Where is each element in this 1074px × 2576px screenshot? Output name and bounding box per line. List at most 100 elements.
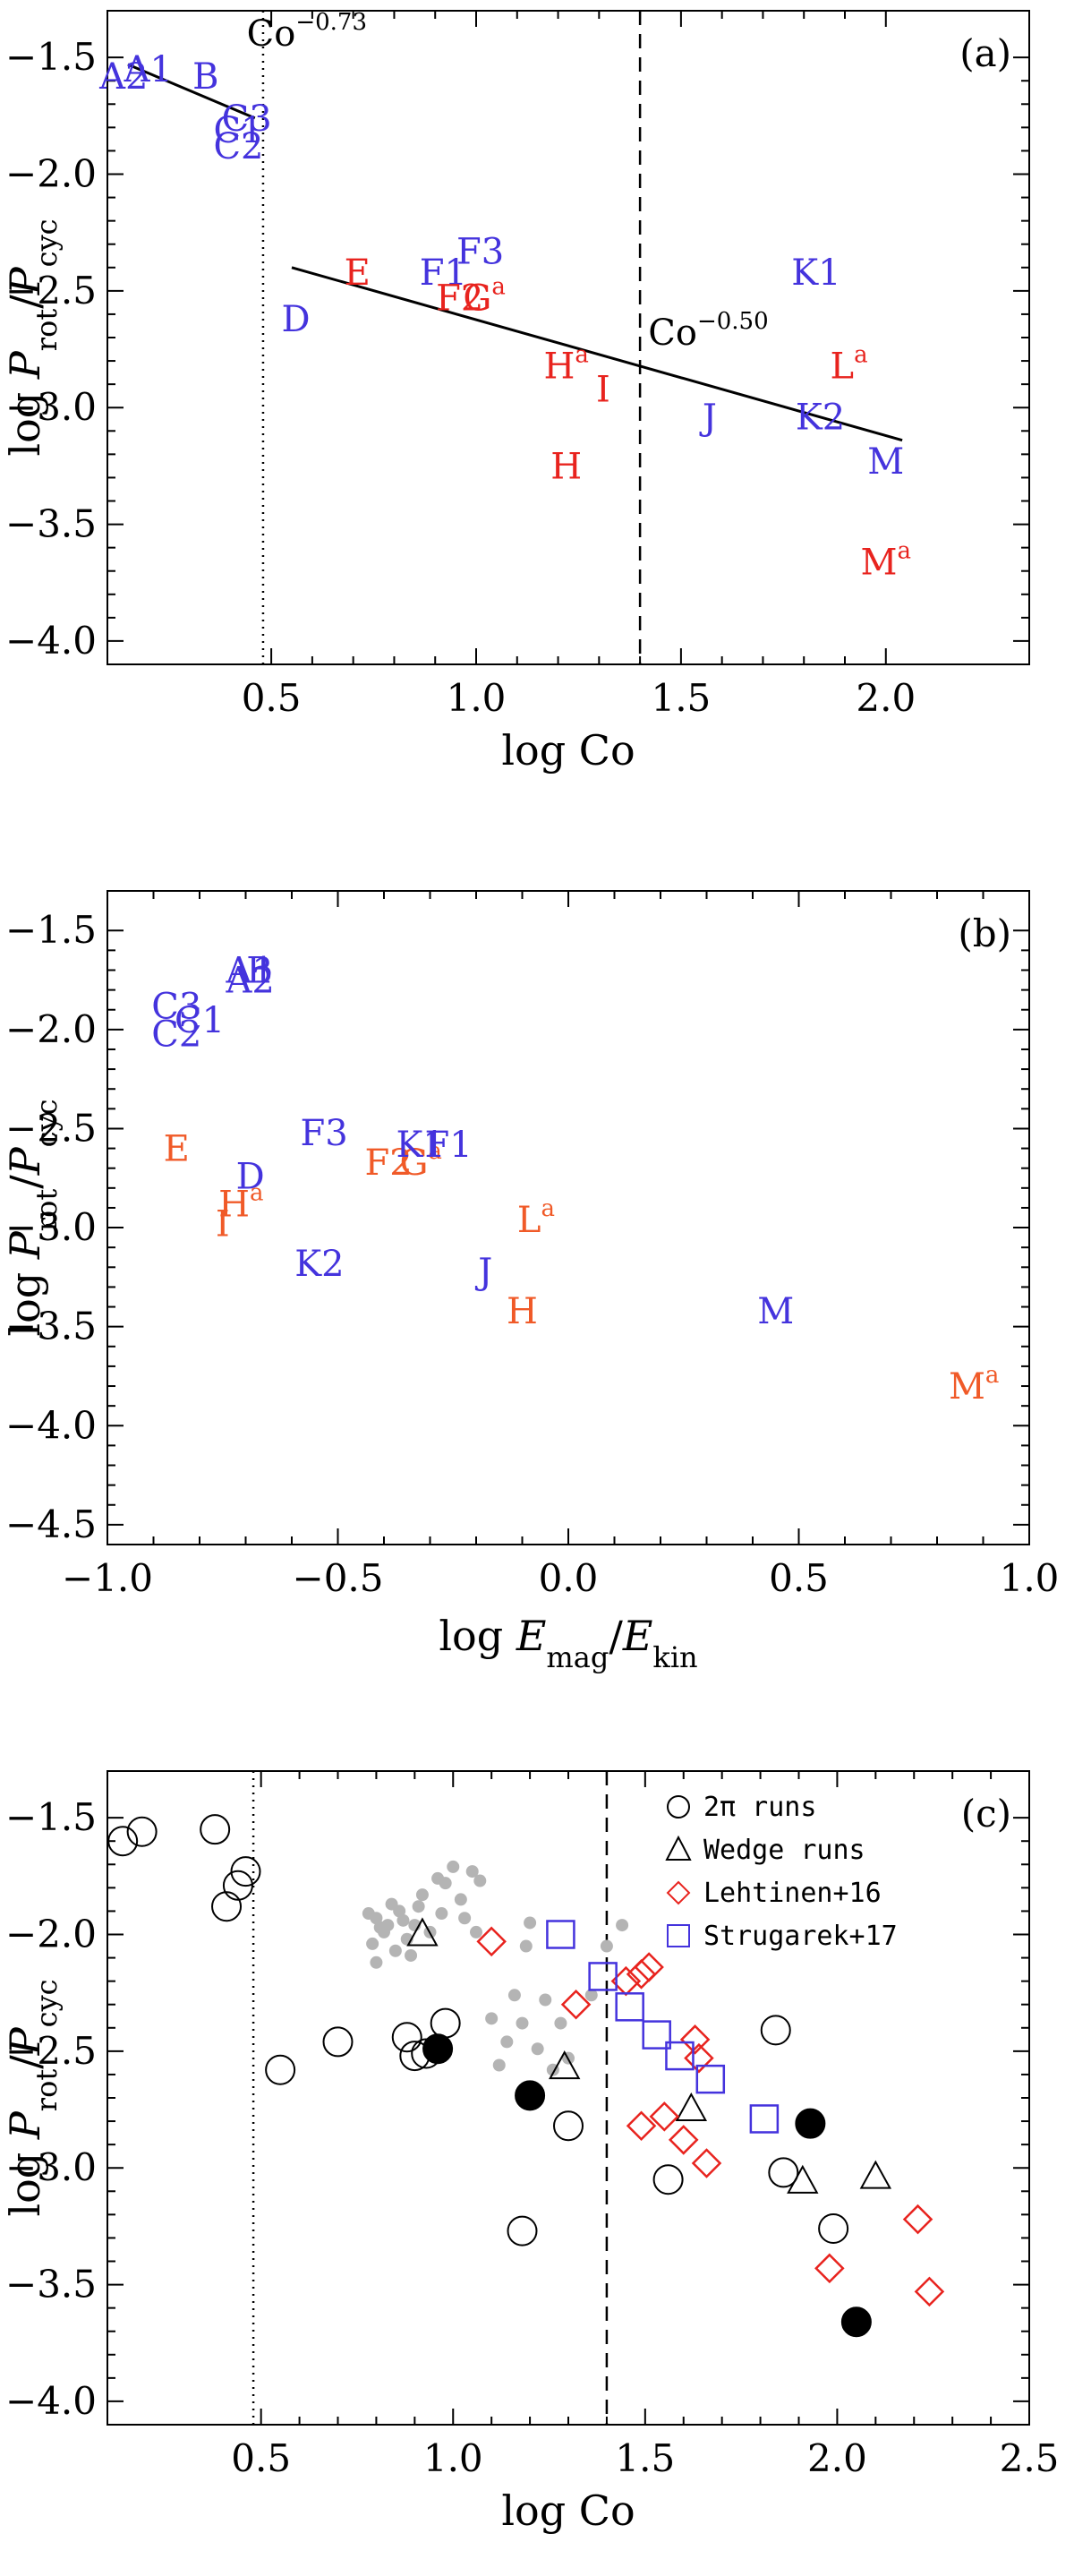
y-tick-label: −1.5 [5, 908, 97, 952]
data-point [642, 2020, 671, 2050]
data-point [230, 1856, 261, 1887]
data-point [366, 1937, 379, 1950]
y-axis-title: log Prot/Pcyc [1, 218, 64, 456]
x-tick-label: 0.5 [769, 1556, 829, 1600]
data-point [200, 1814, 231, 1845]
data-point [211, 1891, 243, 1922]
data-point [626, 2110, 657, 2142]
y-axis-title: log Prot/Pcyc [1, 1099, 64, 1336]
y-tick-label: −3.5 [5, 502, 97, 546]
data-point [818, 2213, 849, 2244]
x-axis-title: log Co [501, 726, 635, 775]
data-point [684, 2042, 714, 2074]
panel-label: (c) [961, 1792, 1011, 1836]
data-point [768, 2157, 799, 2188]
data-point [600, 1939, 613, 1953]
panel-label: (a) [959, 31, 1011, 75]
data-point [902, 2204, 933, 2235]
point-label: H [550, 446, 582, 487]
point-label: K1 [791, 252, 840, 294]
x-axis-title: log Co [501, 2486, 635, 2535]
legend-marker [666, 1880, 691, 1905]
data-point [507, 2215, 538, 2247]
point-label: K2 [294, 1244, 344, 1285]
point-label: D [282, 299, 311, 340]
data-point [458, 1912, 472, 1925]
data-point [795, 2108, 826, 2139]
data-point [454, 1893, 467, 1906]
point-label: Ga [463, 274, 505, 320]
data-point [787, 2164, 819, 2194]
data-point [560, 1989, 592, 2020]
point-label: F1 [424, 1125, 472, 1166]
x-tick-label: 2.0 [856, 676, 916, 720]
data-point [381, 1919, 395, 1932]
data-point [691, 2148, 722, 2178]
point-label: La [831, 341, 868, 387]
data-point [265, 2054, 296, 2085]
data-point [370, 1956, 383, 1969]
y-tick-label: −3.5 [5, 1305, 97, 1348]
point-label: C3 [151, 986, 201, 1027]
y-tick-label: −4.0 [5, 619, 97, 663]
point-label: Ma [861, 537, 911, 583]
fit-label: Co−0.50 [648, 308, 768, 354]
data-point [516, 2016, 529, 2030]
data-point [422, 2033, 454, 2065]
data-point [546, 1920, 575, 1949]
point-label: Ha [218, 1180, 263, 1226]
point-label: K2 [796, 398, 845, 439]
data-point [470, 1925, 482, 1938]
fit-line [291, 266, 903, 442]
y-tick-label: −3.5 [5, 2263, 97, 2306]
point-label: I [596, 369, 610, 410]
point-label: Ha [544, 341, 589, 387]
x-tick-label: 1.0 [447, 676, 507, 720]
legend-label: Wedge runs [703, 1835, 865, 1866]
data-point [406, 1917, 439, 1947]
data-point [554, 2016, 567, 2030]
data-point [652, 2164, 684, 2195]
data-point [634, 1952, 664, 1982]
point-label: J [699, 398, 717, 439]
point-label: F2 [436, 278, 483, 320]
data-point [675, 2092, 708, 2122]
x-axis-title: log Emag/Ekin [439, 1612, 697, 1674]
data-point [485, 2012, 499, 2025]
point-label: C2 [151, 1014, 201, 1055]
data-point [430, 2007, 461, 2039]
y-tick-label: −2.5 [5, 1106, 97, 1150]
legend-label: Lehtinen+16 [703, 1878, 882, 1909]
fit-line [127, 63, 256, 120]
point-label: B [192, 56, 218, 98]
data-point [439, 1877, 452, 1890]
y-tick-label: −3.0 [5, 1205, 97, 1249]
y-tick-label: −4.0 [5, 1403, 97, 1447]
data-point [507, 1989, 521, 2002]
data-point [447, 1860, 460, 1873]
x-tick-label: 1.5 [615, 2436, 675, 2480]
point-label: M [867, 441, 904, 483]
x-tick-label: 0.5 [242, 676, 302, 720]
data-point [519, 1939, 533, 1953]
data-point [415, 1888, 429, 1902]
data-point [500, 2035, 514, 2049]
data-point [524, 1916, 537, 1930]
data-point [615, 1992, 644, 2022]
data-point [616, 1919, 629, 1932]
data-point [649, 2101, 680, 2132]
data-point [679, 2024, 711, 2055]
y-tick-label: −4.0 [5, 2379, 97, 2423]
y-tick-label: −1.5 [5, 1795, 97, 1839]
x-tick-label: 1.0 [1000, 1556, 1060, 1600]
plot-frame [107, 1770, 1030, 2426]
x-tick-label: 2.0 [807, 2436, 867, 2480]
y-tick-label: −1.5 [5, 35, 97, 79]
point-label: A1 [225, 950, 274, 991]
data-point [840, 2306, 872, 2338]
data-point [549, 2050, 581, 2080]
point-label: A1 [124, 49, 173, 90]
data-point [322, 2026, 354, 2058]
point-label: C1 [175, 1000, 225, 1041]
point-label: F3 [456, 232, 504, 273]
